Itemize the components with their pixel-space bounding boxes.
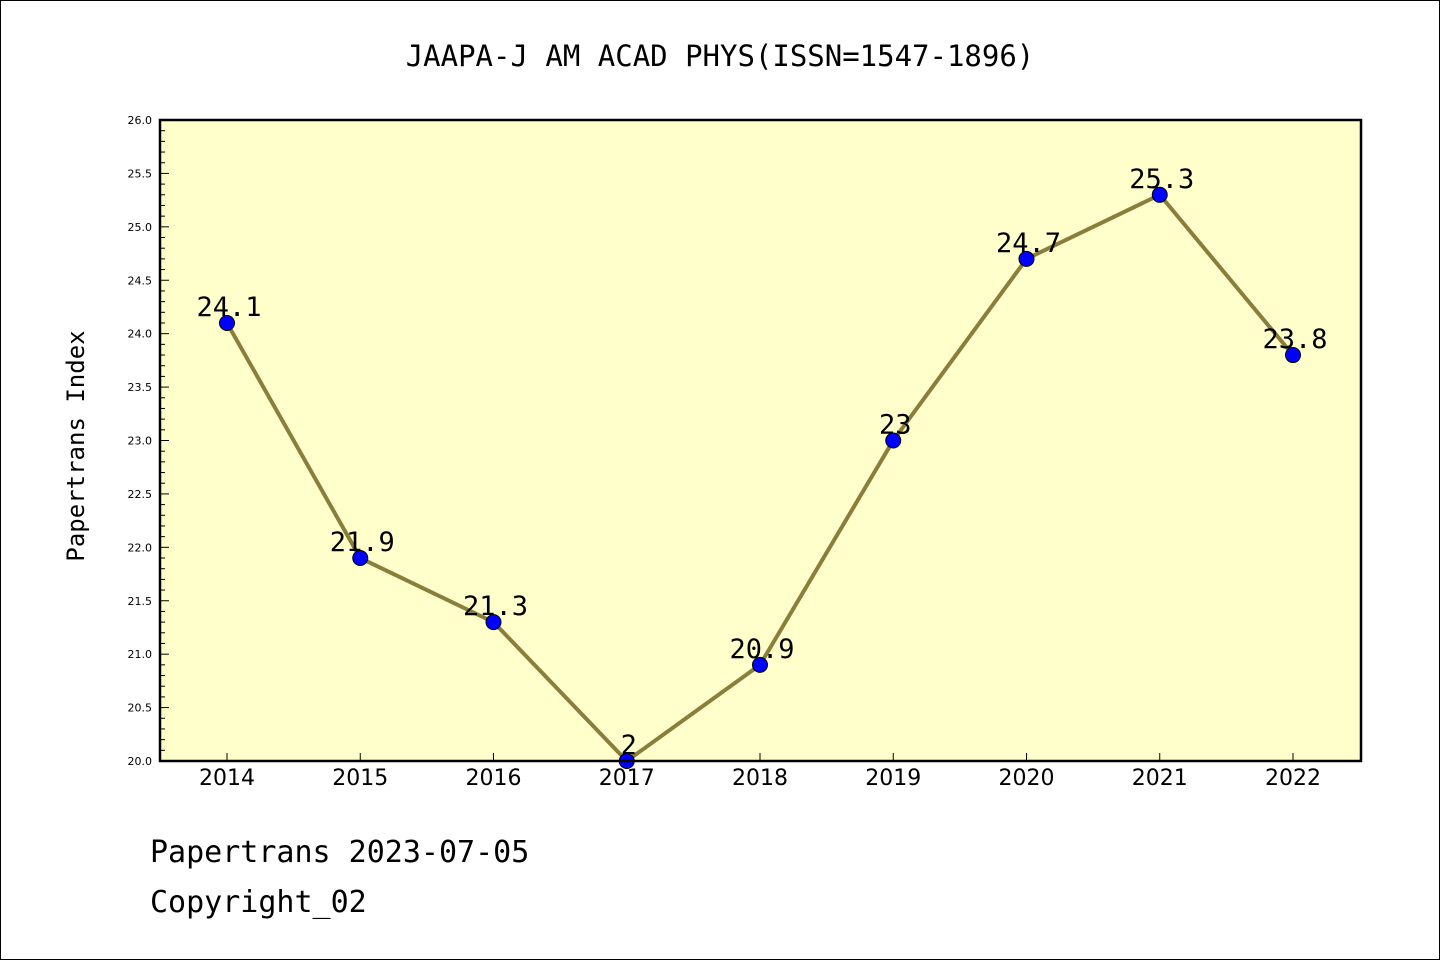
data-point-2021: [1151, 186, 1168, 203]
y-tick-label: 23.0: [128, 435, 153, 448]
x-tick-label: 2018: [732, 766, 788, 791]
y-tick-label: 24.5: [128, 274, 153, 287]
plot-area: [160, 120, 1361, 761]
data-label-2019: 23: [879, 410, 912, 441]
data-label-2017: 2: [621, 730, 637, 761]
y-tick-label: 24.0: [128, 328, 153, 341]
data-label-2018: 20.9: [729, 634, 794, 665]
y-axis-ticks: 20.0 20.5 21.0 21.5 22.0 22.5 23.0 23.5 24.0 24.5…: [128, 114, 169, 768]
data-point-2014: [219, 314, 235, 331]
y-tick-label: 25.0: [128, 221, 153, 234]
data-point-2018: [752, 656, 768, 673]
y-tick-label: 20.5: [128, 702, 153, 715]
data-label-2021: 25.3: [1129, 164, 1194, 195]
x-tick-label: 2022: [1265, 766, 1321, 791]
data-point-2020: [1018, 250, 1035, 267]
y-tick-label: 21.5: [128, 595, 153, 608]
data-point-2015: [352, 550, 369, 567]
y-tick-label: 22.0: [128, 541, 153, 554]
data-point-2016: [485, 614, 502, 631]
data-label-2016: 21.3: [463, 591, 528, 622]
data-point-2022: [1285, 347, 1301, 364]
x-tick-label: 2017: [599, 766, 655, 791]
y-axis-label: Papertrans Index: [62, 330, 90, 561]
x-axis-ticks: 2014 2015 2016 2017 2018 2019 2020 2021 2022: [199, 753, 1321, 791]
y-tick-label: 21.0: [128, 648, 153, 661]
footer-date: Papertrans 2023-07-05: [150, 835, 530, 870]
y-tick-label: 23.5: [128, 381, 153, 394]
data-label-2020: 24.7: [996, 228, 1061, 259]
x-tick-label: 2015: [332, 766, 388, 791]
footer-copyright: Copyright_02: [150, 885, 367, 920]
x-tick-label: 2019: [865, 766, 921, 791]
chart-title: JAAPA-J AM ACAD PHYS(ISSN=1547-1896): [406, 39, 1035, 73]
x-tick-label: 2021: [1132, 766, 1188, 791]
data-label-2015: 21.9: [330, 527, 395, 558]
x-tick-label: 2020: [999, 766, 1055, 791]
data-label-2022: 23.8: [1262, 324, 1327, 355]
x-tick-label: 2016: [466, 766, 522, 791]
data-point-2019: [885, 432, 902, 449]
y-tick-label: 26.0: [128, 114, 153, 127]
x-tick-label: 2014: [199, 766, 255, 791]
y-tick-label: 20.0: [128, 755, 153, 768]
data-label-2014: 24.1: [196, 292, 261, 323]
y-tick-label: 25.5: [128, 167, 153, 180]
plot-border: [158, 118, 1363, 763]
y-tick-label: 22.5: [128, 488, 153, 501]
